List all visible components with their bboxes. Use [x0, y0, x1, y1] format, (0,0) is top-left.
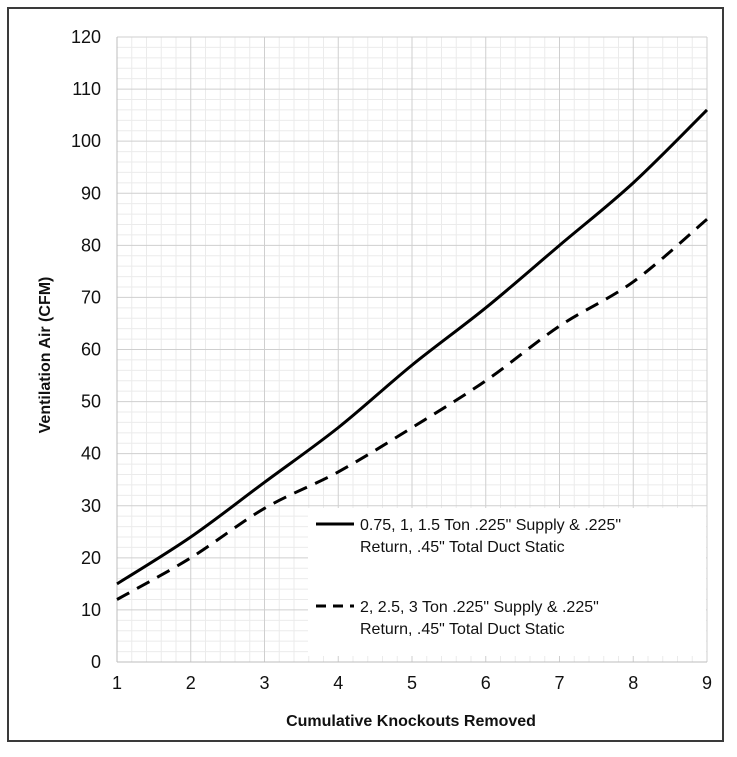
- y-tick-label: 60: [81, 340, 101, 360]
- y-tick-label: 50: [81, 392, 101, 412]
- y-tick-label: 70: [81, 287, 101, 307]
- y-tick-label: 10: [81, 600, 101, 620]
- x-tick-label: 9: [702, 673, 712, 693]
- y-tick-label: 30: [81, 496, 101, 516]
- y-tick-labels: 0 10 20 30 40 50 60 70 80 90 100 110 120: [71, 27, 101, 672]
- series-line-solid: [116, 108, 709, 586]
- y-tick-label: 100: [71, 131, 101, 151]
- y-tick-label: 80: [81, 235, 101, 255]
- y-tick-label: 20: [81, 548, 101, 568]
- x-tick-labels: 1 2 3 4 5 6 7 8 9: [112, 673, 712, 693]
- y-tick-label: 0: [91, 652, 101, 672]
- legend-box: [308, 508, 706, 656]
- y-tick-label: 90: [81, 183, 101, 203]
- legend-label-series-2-line-2: Return, .45" Total Duct Static: [360, 621, 565, 638]
- axes: [116, 37, 707, 663]
- x-tick-label: 6: [481, 673, 491, 693]
- y-tick-label: 110: [72, 79, 101, 99]
- x-tick-label: 1: [112, 673, 122, 693]
- x-tick-label: 5: [407, 673, 417, 693]
- x-axis-title: Cumulative Knockouts Removed: [286, 713, 536, 730]
- legend-label-series-1-line-1: 0.75, 1, 1.5 Ton .225" Supply & .225": [360, 517, 621, 534]
- y-tick-label: 120: [71, 27, 101, 47]
- series-line-dashed: [116, 218, 708, 601]
- y-axis-title: Ventilation Air (CFM): [37, 277, 54, 434]
- legend: 0.75, 1, 1.5 Ton .225" Supply & .225" Re…: [308, 508, 706, 656]
- x-tick-label: 2: [186, 673, 196, 693]
- x-tick-label: 8: [628, 673, 638, 693]
- x-tick-label: 4: [333, 673, 343, 693]
- legend-label-series-1-line-2: Return, .45" Total Duct Static: [360, 539, 565, 556]
- y-tick-label: 40: [81, 444, 101, 464]
- series-lines: [116, 108, 709, 601]
- legend-label-series-2-line-1: 2, 2.5, 3 Ton .225" Supply & .225": [360, 599, 599, 616]
- x-tick-label: 7: [554, 673, 564, 693]
- x-tick-label: 3: [259, 673, 269, 693]
